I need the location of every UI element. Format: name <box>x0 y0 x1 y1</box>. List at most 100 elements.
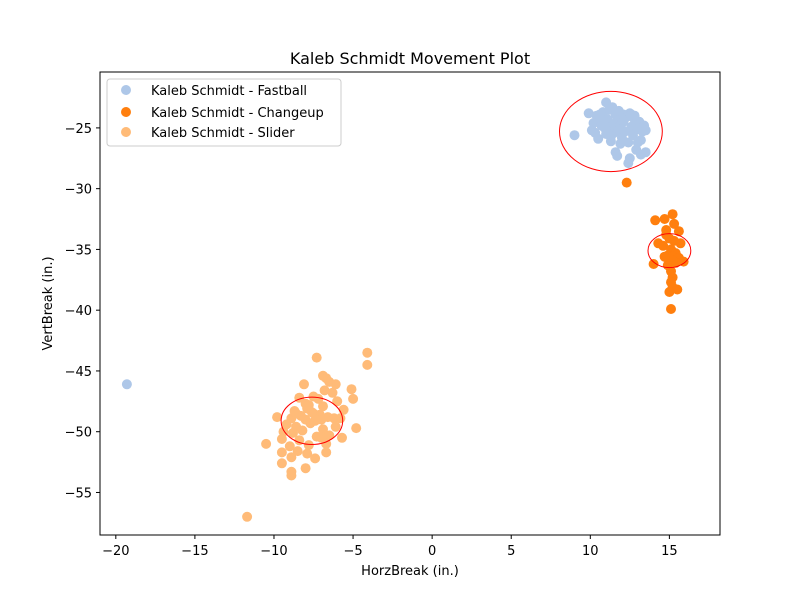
ellipse-slider <box>280 396 344 445</box>
y-tick-label: −45 <box>65 365 92 380</box>
point-changeup-19 <box>678 256 689 267</box>
point-slider-31 <box>335 413 346 424</box>
point-fastball-1 <box>583 108 594 119</box>
point-slider-34 <box>305 418 316 429</box>
point-slider-2 <box>311 352 322 363</box>
legend: Kaleb Schmidt - Fastball Kaleb Schmidt -… <box>106 78 342 147</box>
point-slider-18 <box>318 401 328 412</box>
x-tick-label: 10 <box>582 544 599 559</box>
point-slider-52 <box>302 448 313 459</box>
x-tick-label: 5 <box>507 544 515 559</box>
legend-marker-changeup <box>121 107 131 117</box>
point-slider-7 <box>330 379 341 390</box>
point-slider-9 <box>327 387 338 398</box>
point-slider-42 <box>324 430 335 441</box>
point-slider-63 <box>306 407 317 418</box>
points-layer <box>121 97 689 522</box>
x-tick-label: 15 <box>661 544 678 559</box>
point-slider-8 <box>319 385 330 396</box>
point-changeup-4 <box>669 218 680 229</box>
point-fastball-54 <box>632 137 643 148</box>
point-slider-60 <box>286 470 297 481</box>
y-axis: −25 −30 −35 −40 −45 −50 −55 <box>65 122 100 501</box>
point-changeup-28 <box>664 287 675 297</box>
legend-label-changeup: Kaleb Schmidt - Changeup <box>151 106 324 121</box>
point-slider-51 <box>292 446 303 457</box>
x-tick-label: −15 <box>181 544 208 559</box>
point-slider-43 <box>276 434 287 444</box>
ellipse-fastball <box>559 90 663 173</box>
legend-marker-fastball <box>121 85 131 95</box>
x-tick-label: −20 <box>102 544 129 559</box>
y-tick-label: −55 <box>65 486 92 501</box>
point-slider-36 <box>330 421 341 432</box>
x-tick-label: 0 <box>428 544 436 559</box>
point-slider-54 <box>321 447 332 458</box>
point-fastball-39 <box>640 125 651 136</box>
point-slider-55 <box>286 452 297 463</box>
point-fastball-55 <box>121 379 132 390</box>
x-tick-label: −10 <box>260 544 287 559</box>
point-changeup-20 <box>648 259 659 269</box>
point-slider-47 <box>261 438 272 449</box>
x-tick-label: −5 <box>343 544 362 559</box>
y-tick-label: −50 <box>65 426 92 441</box>
x-axis-label: HorzBreak (in.) <box>361 564 459 579</box>
point-slider-14 <box>332 396 343 407</box>
point-changeup-0 <box>621 177 632 188</box>
point-changeup-30 <box>667 255 678 266</box>
point-fastball-47 <box>590 127 601 138</box>
plot-area-frame <box>99 71 721 536</box>
y-tick-label: −30 <box>65 183 92 198</box>
point-slider-12 <box>313 393 324 404</box>
point-slider-53 <box>276 447 287 458</box>
point-changeup-27 <box>672 284 683 295</box>
point-slider-62 <box>291 408 302 419</box>
y-axis-label: VertBreak (in.) <box>41 256 56 350</box>
y-tick-label: −40 <box>65 304 92 319</box>
point-fastball-51 <box>618 116 629 127</box>
legend-label-fastball: Kaleb Schmidt - Fastball <box>151 84 307 99</box>
point-changeup-31 <box>659 251 670 262</box>
point-slider-40 <box>297 425 308 436</box>
point-slider-58 <box>300 463 311 474</box>
point-slider-1 <box>362 359 373 370</box>
point-slider-35 <box>318 424 328 435</box>
point-slider-57 <box>276 458 287 469</box>
point-fastball-52 <box>594 109 605 120</box>
point-fastball-53 <box>626 109 637 120</box>
ellipse-changeup <box>647 233 692 269</box>
point-changeup-10 <box>658 240 669 251</box>
point-slider-49 <box>303 440 314 451</box>
point-changeup-2 <box>659 214 670 224</box>
point-fastball-45 <box>610 147 621 158</box>
point-slider-27 <box>272 412 283 423</box>
point-slider-37 <box>351 423 362 434</box>
x-axis: −20 −15 −10 −5 0 5 10 15 <box>102 535 678 559</box>
legend-marker-slider <box>121 127 131 137</box>
point-fastball-48 <box>596 120 607 131</box>
chart-title: Kaleb Schmidt Movement Plot <box>290 49 530 68</box>
point-changeup-6 <box>673 226 684 237</box>
point-slider-56 <box>310 453 321 464</box>
point-slider-61 <box>242 511 253 522</box>
point-fastball-28 <box>623 137 634 148</box>
ellipse-layer <box>280 90 692 445</box>
point-changeup-1 <box>650 215 661 226</box>
point-slider-15 <box>348 393 359 404</box>
point-fastball-0 <box>569 130 580 141</box>
point-slider-10 <box>346 384 357 395</box>
point-slider-64 <box>316 414 327 425</box>
point-changeup-29 <box>666 304 676 314</box>
point-slider-48 <box>284 441 295 452</box>
point-slider-6 <box>299 379 309 390</box>
legend-label-slider: Kaleb Schmidt - Slider <box>151 126 295 141</box>
point-fastball-50 <box>605 131 616 142</box>
point-fastball-43 <box>640 147 651 158</box>
point-fastball-41 <box>623 158 634 169</box>
point-slider-19 <box>338 404 349 415</box>
point-slider-46 <box>337 432 347 443</box>
point-slider-44 <box>294 435 305 446</box>
